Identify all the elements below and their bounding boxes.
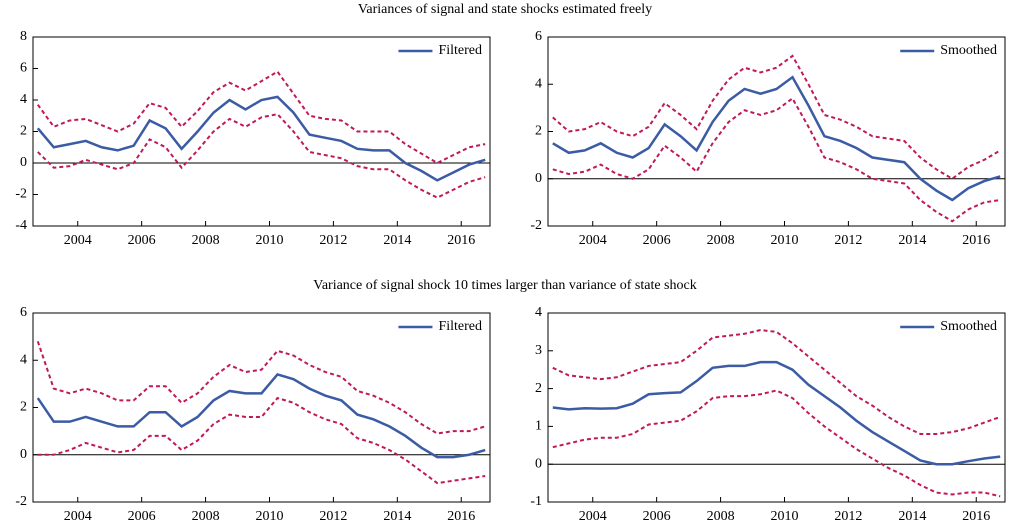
x-tick-label: 2006 — [643, 233, 671, 248]
y-tick-label: -2 — [530, 218, 542, 233]
x-tick-label: 2010 — [255, 233, 283, 248]
y-tick-label: 4 — [20, 92, 27, 107]
x-tick-label: 2014 — [898, 509, 926, 524]
x-tick-label: 2004 — [579, 233, 607, 248]
y-tick-label: 6 — [535, 29, 542, 44]
x-tick-label: 2016 — [962, 233, 990, 248]
y-tick-label: 4 — [535, 305, 542, 320]
legend-label: Filtered — [438, 43, 482, 58]
legend-label: Smoothed — [940, 319, 997, 334]
x-tick-label: 2010 — [770, 509, 798, 524]
series-line — [36, 372, 486, 459]
band-line — [37, 113, 486, 199]
series-line — [36, 95, 486, 182]
plot-frame — [32, 312, 491, 503]
x-tick-label: 2016 — [962, 509, 990, 524]
x-tick-label: 2010 — [255, 509, 283, 524]
band-line — [552, 389, 1001, 498]
y-tick-label: 0 — [535, 171, 542, 186]
x-tick-label: 2006 — [128, 509, 156, 524]
y-tick-label: -2 — [15, 494, 27, 509]
x-tick-label: 2012 — [319, 509, 347, 524]
x-tick-label: 2006 — [643, 509, 671, 524]
x-tick-label: 2004 — [64, 233, 92, 248]
y-tick-label: 6 — [20, 61, 27, 76]
y-tick-label: 0 — [20, 447, 27, 462]
y-tick-label: 4 — [535, 76, 542, 91]
y-tick-label: 2 — [20, 400, 27, 415]
series-line — [552, 360, 1001, 466]
y-tick-label: 2 — [20, 124, 27, 139]
band-line — [552, 96, 1001, 223]
y-tick-label: 0 — [20, 155, 27, 170]
plot-frame — [32, 36, 491, 227]
x-tick-label: 2010 — [770, 233, 798, 248]
x-tick-label: 2016 — [447, 509, 475, 524]
y-tick-label: 2 — [535, 381, 542, 396]
plot-frame — [547, 312, 1006, 503]
band-line — [37, 396, 486, 485]
y-tick-label: 4 — [20, 352, 27, 367]
y-tick-label: 2 — [535, 124, 542, 139]
y-tick-label: 6 — [20, 305, 27, 320]
y-tick-label: 3 — [535, 343, 542, 358]
x-tick-label: 2006 — [128, 233, 156, 248]
y-tick-label: 1 — [535, 419, 542, 434]
y-tick-label: -2 — [15, 187, 27, 202]
legend-label: Filtered — [438, 319, 482, 334]
x-tick-label: 2012 — [834, 233, 862, 248]
heading: Variance of signal shock 10 times larger… — [313, 278, 696, 293]
y-tick-label: -1 — [530, 494, 542, 509]
band-line — [552, 328, 1001, 435]
y-tick-label: 8 — [20, 29, 27, 44]
x-tick-label: 2012 — [319, 233, 347, 248]
y-tick-label: 0 — [535, 456, 542, 471]
x-tick-label: 2008 — [707, 233, 735, 248]
x-tick-label: 2008 — [192, 233, 220, 248]
x-tick-label: 2014 — [383, 509, 411, 524]
x-tick-label: 2004 — [64, 509, 92, 524]
y-tick-label: -4 — [15, 218, 27, 233]
x-tick-label: 2008 — [707, 509, 735, 524]
x-tick-label: 2016 — [447, 233, 475, 248]
x-tick-label: 2008 — [192, 509, 220, 524]
band-line — [36, 341, 486, 435]
band-line — [552, 54, 1001, 180]
series-line — [552, 75, 1001, 202]
legend-label: Smoothed — [940, 43, 997, 58]
heading: Variances of signal and state shocks est… — [358, 2, 652, 17]
x-tick-label: 2014 — [898, 233, 926, 248]
band-line — [36, 70, 486, 165]
x-tick-label: 2012 — [834, 509, 862, 524]
x-tick-label: 2014 — [383, 233, 411, 248]
x-tick-label: 2004 — [579, 509, 607, 524]
